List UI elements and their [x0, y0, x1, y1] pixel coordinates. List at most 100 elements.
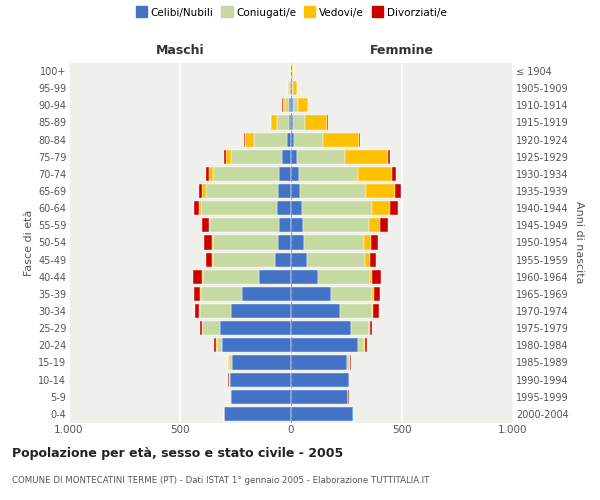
- Bar: [277, 201, 291, 215]
- Bar: [358, 167, 392, 181]
- Bar: [199, 201, 201, 215]
- Bar: [279, 218, 291, 232]
- Bar: [359, 132, 361, 146]
- Bar: [244, 132, 245, 146]
- Bar: [303, 218, 368, 232]
- Bar: [278, 236, 291, 250]
- Bar: [291, 390, 347, 404]
- Bar: [365, 252, 370, 266]
- Bar: [220, 321, 291, 335]
- Bar: [201, 287, 242, 301]
- Bar: [370, 252, 376, 266]
- Bar: [202, 218, 209, 232]
- Bar: [283, 98, 285, 112]
- Bar: [291, 150, 296, 164]
- Bar: [373, 304, 379, 318]
- Bar: [231, 390, 291, 404]
- Bar: [200, 287, 201, 301]
- Bar: [371, 236, 377, 250]
- Bar: [291, 287, 331, 301]
- Bar: [326, 116, 328, 130]
- Bar: [202, 270, 203, 284]
- Bar: [230, 372, 291, 386]
- Bar: [214, 167, 279, 181]
- Bar: [282, 150, 291, 164]
- Bar: [203, 270, 259, 284]
- Bar: [323, 132, 359, 146]
- Bar: [374, 287, 380, 301]
- Bar: [372, 201, 390, 215]
- Bar: [291, 321, 351, 335]
- Bar: [222, 338, 291, 352]
- Bar: [291, 356, 347, 370]
- Bar: [291, 81, 292, 95]
- Bar: [194, 201, 199, 215]
- Bar: [224, 407, 291, 421]
- Bar: [291, 184, 300, 198]
- Bar: [229, 372, 230, 386]
- Bar: [232, 356, 291, 370]
- Bar: [291, 407, 353, 421]
- Bar: [351, 321, 368, 335]
- Bar: [347, 390, 348, 404]
- Bar: [212, 252, 214, 266]
- Bar: [292, 64, 293, 78]
- Bar: [289, 116, 291, 130]
- Bar: [291, 236, 304, 250]
- Bar: [291, 116, 293, 130]
- Bar: [214, 252, 275, 266]
- Bar: [291, 218, 303, 232]
- Bar: [293, 81, 296, 95]
- Bar: [242, 287, 291, 301]
- Bar: [293, 116, 305, 130]
- Text: Maschi: Maschi: [155, 44, 205, 58]
- Bar: [300, 184, 367, 198]
- Bar: [210, 218, 279, 232]
- Bar: [209, 218, 210, 232]
- Bar: [254, 132, 287, 146]
- Bar: [293, 98, 298, 112]
- Bar: [340, 304, 372, 318]
- Bar: [292, 81, 293, 95]
- Bar: [291, 132, 295, 146]
- Bar: [259, 270, 291, 284]
- Bar: [364, 338, 365, 352]
- Bar: [206, 252, 212, 266]
- Bar: [349, 372, 350, 386]
- Bar: [291, 167, 299, 181]
- Bar: [358, 338, 364, 352]
- Bar: [298, 98, 308, 112]
- Bar: [291, 372, 349, 386]
- Bar: [217, 338, 222, 352]
- Bar: [331, 287, 372, 301]
- Bar: [296, 150, 346, 164]
- Bar: [201, 201, 277, 215]
- Bar: [370, 270, 372, 284]
- Bar: [347, 356, 350, 370]
- Legend: Celibi/Nubili, Coniugati/e, Vedovi/e, Divorziati/e: Celibi/Nubili, Coniugati/e, Vedovi/e, Di…: [136, 8, 446, 18]
- Bar: [302, 201, 372, 215]
- Bar: [372, 304, 373, 318]
- Bar: [368, 218, 380, 232]
- Bar: [279, 167, 291, 181]
- Bar: [206, 184, 278, 198]
- Bar: [202, 184, 206, 198]
- Bar: [199, 184, 202, 198]
- Bar: [388, 150, 390, 164]
- Bar: [285, 98, 289, 112]
- Bar: [194, 287, 200, 301]
- Bar: [271, 116, 277, 130]
- Bar: [202, 321, 220, 335]
- Bar: [304, 236, 364, 250]
- Bar: [291, 201, 302, 215]
- Bar: [367, 184, 395, 198]
- Bar: [195, 304, 199, 318]
- Bar: [229, 356, 232, 370]
- Bar: [291, 338, 358, 352]
- Bar: [214, 236, 278, 250]
- Bar: [350, 356, 351, 370]
- Bar: [317, 270, 370, 284]
- Bar: [289, 98, 291, 112]
- Text: Femmine: Femmine: [370, 44, 434, 58]
- Bar: [291, 98, 293, 112]
